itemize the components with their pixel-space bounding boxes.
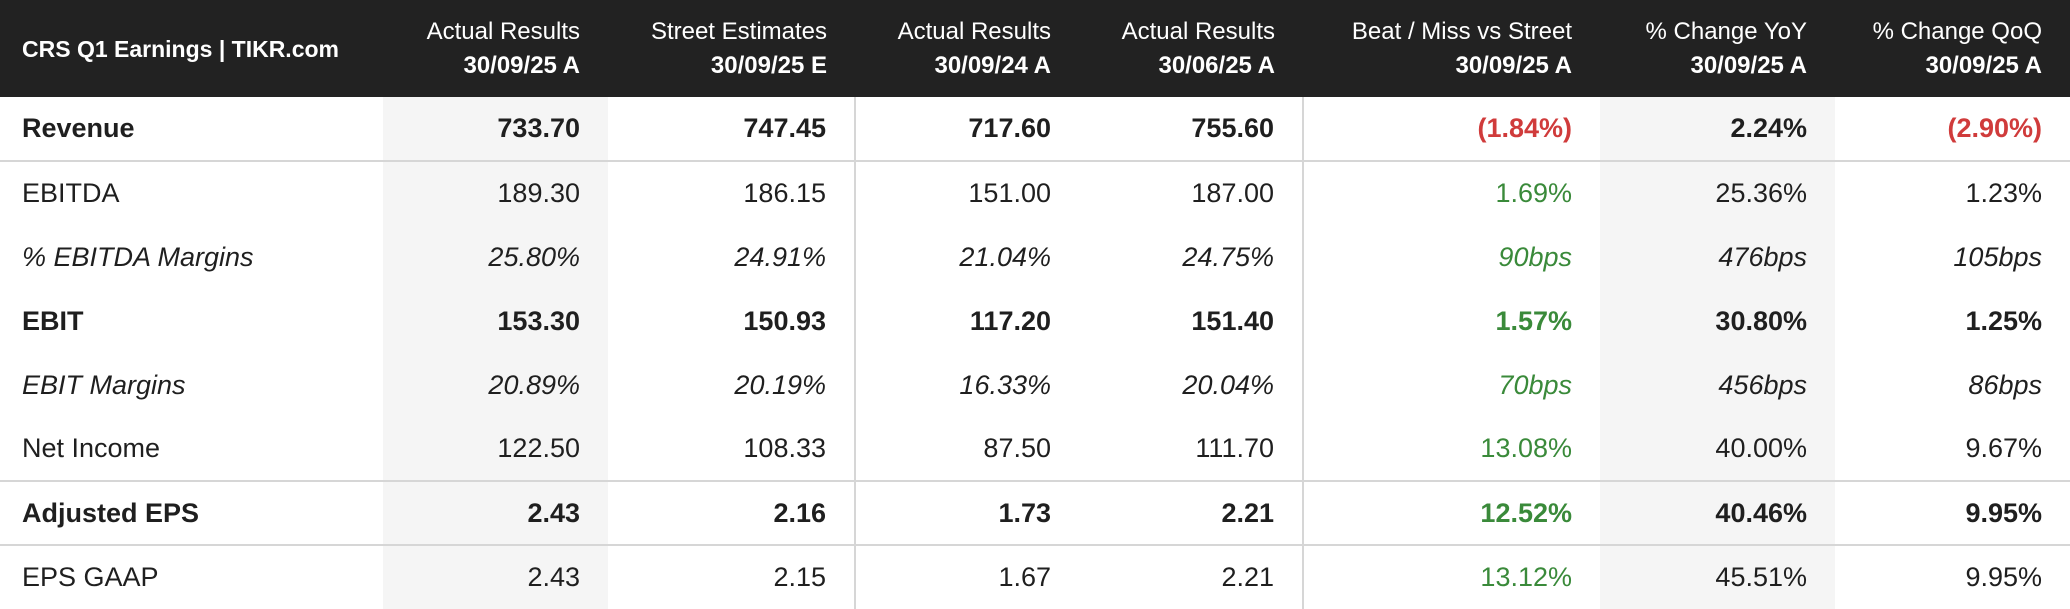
row-label: EBITDA <box>0 160 383 225</box>
cell-street-estimate: 20.19% <box>734 369 826 400</box>
row-label: Revenue <box>22 113 135 143</box>
cell-actual-current: 733.70 <box>383 97 608 161</box>
table-row-adjusted-eps: Adjusted EPS 2.43 2.16 1.73 2.21 12.52% … <box>0 480 2070 545</box>
row-label: % EBITDA Margins <box>22 241 254 272</box>
column-header-line1: Beat / Miss vs Street <box>1351 17 1572 45</box>
cell-beat-miss: 1.69% <box>1302 160 1600 225</box>
column-header-actual-prior-quarter: Actual Results 30/06/25 A <box>1079 0 1303 97</box>
column-header-line2: 30/09/24 A <box>934 51 1051 79</box>
column-header-actual-current: Actual Results 30/09/25 A <box>383 0 608 97</box>
cell-actual-prior-quarter: 2.21 <box>1079 544 1303 609</box>
row-label: EPS GAAP <box>0 544 383 609</box>
column-header-line1: Actual Results <box>1121 17 1275 45</box>
cell-beat-miss: 70bps <box>1302 353 1600 417</box>
column-header-line2: 30/06/25 A <box>1158 51 1275 79</box>
cell-change-qoq: 1.23% <box>1835 160 2070 225</box>
cell-actual-prior-year: 1.67 <box>854 544 1079 609</box>
table-row-eps-gaap: EPS GAAP 2.43 2.15 1.67 2.21 13.12% 45.5… <box>0 544 2070 609</box>
cell-beat-miss: 13.08% <box>1302 417 1600 481</box>
row-label: Net Income <box>22 433 161 463</box>
column-header-change-yoy: % Change YoY 30/09/25 A <box>1600 0 1835 97</box>
cell-actual-prior-quarter: 20.04% <box>1182 369 1274 400</box>
table-title: CRS Q1 Earnings | TIKR.com <box>22 35 339 62</box>
cell-actual-prior-year: 21.04% <box>854 225 1079 289</box>
cell-actual-prior-year: 1.73 <box>854 480 1079 545</box>
header-row: CRS Q1 Earnings | TIKR.com Actual Result… <box>0 0 2070 97</box>
cell-change-yoy: 456bps <box>1600 353 1835 417</box>
cell-actual-current: 20.89% <box>383 353 608 417</box>
cell-street-estimate: 2.15 <box>608 544 855 609</box>
cell-street-estimate: 108.33 <box>743 433 826 463</box>
table-row-ebitda: EBITDA 189.30 186.15 151.00 187.00 1.69%… <box>0 160 2070 225</box>
cell-change-qoq: 9.95% <box>1835 544 2070 609</box>
cell-change-yoy: 40.46% <box>1600 480 1835 545</box>
cell-street-estimate: 747.45 <box>743 113 826 143</box>
table-row-revenue: Revenue 733.70 747.45 717.60 755.60 (1.8… <box>0 97 2070 161</box>
cell-beat-miss: 13.12% <box>1302 544 1600 609</box>
cell-actual-prior-quarter: 24.75% <box>1182 241 1274 272</box>
column-header-line1: Actual Results <box>426 17 580 45</box>
cell-change-yoy: 45.51% <box>1600 544 1835 609</box>
column-header-line2: 30/09/25 A <box>1925 51 2042 79</box>
cell-actual-prior-quarter: 111.70 <box>1195 433 1274 463</box>
row-label: Adjusted EPS <box>0 480 383 545</box>
cell-beat-miss: (1.84%) <box>1302 97 1600 161</box>
cell-actual-prior-year: 717.60 <box>854 97 1079 161</box>
cell-actual-prior-year: 151.00 <box>854 160 1079 225</box>
cell-actual-prior-year: 117.20 <box>854 289 1079 353</box>
cell-actual-prior-quarter: 151.40 <box>1191 305 1274 336</box>
column-header-change-qoq: % Change QoQ 30/09/25 A <box>1835 0 2070 97</box>
cell-change-yoy: 476bps <box>1600 225 1835 289</box>
table-row-net-income: Net Income 122.50 108.33 87.50 111.70 13… <box>0 417 2070 481</box>
cell-change-yoy: 2.24% <box>1600 97 1835 161</box>
row-label: EBIT <box>22 305 84 336</box>
cell-actual-prior-year: 87.50 <box>854 417 1079 481</box>
cell-beat-miss: 90bps <box>1302 225 1600 289</box>
cell-beat-miss: 12.52% <box>1302 480 1600 545</box>
cell-actual-current: 189.30 <box>383 160 608 225</box>
cell-actual-current: 122.50 <box>383 417 608 481</box>
cell-actual-current: 25.80% <box>383 225 608 289</box>
cell-actual-current: 153.30 <box>383 289 608 353</box>
column-header-line2: 30/09/25 E <box>710 51 827 79</box>
cell-actual-prior-quarter: 2.21 <box>1079 480 1303 545</box>
column-header-line2: 30/09/25 A <box>463 51 580 79</box>
cell-change-qoq: 9.95% <box>1835 480 2070 545</box>
cell-change-qoq: 9.67% <box>1965 433 2042 463</box>
cell-actual-current: 2.43 <box>383 480 608 545</box>
cell-change-qoq: 86bps <box>1968 369 2042 400</box>
cell-change-yoy: 25.36% <box>1600 160 1835 225</box>
column-header-street-estimates: Street Estimates 30/09/25 E <box>608 0 855 97</box>
table-row-ebit-margins: EBIT Margins 20.89% 20.19% 16.33% 20.04%… <box>0 353 2070 417</box>
table-row-ebitda-margins: % EBITDA Margins 25.80% 24.91% 21.04% 24… <box>0 225 2070 289</box>
cell-actual-current: 2.43 <box>383 544 608 609</box>
cell-actual-prior-year: 16.33% <box>854 353 1079 417</box>
cell-street-estimate: 150.93 <box>743 305 826 336</box>
cell-change-yoy: 40.00% <box>1600 417 1835 481</box>
cell-beat-miss: 1.57% <box>1302 289 1600 353</box>
column-header-beat-miss: Beat / Miss vs Street 30/09/25 A <box>1303 0 1600 97</box>
cell-change-qoq: 105bps <box>1953 241 2042 272</box>
cell-actual-prior-quarter: 187.00 <box>1079 160 1303 225</box>
cell-street-estimate: 2.16 <box>608 480 855 545</box>
column-header-actual-prior-year: Actual Results 30/09/24 A <box>855 0 1079 97</box>
column-header-line1: % Change YoY <box>1645 17 1807 45</box>
cell-change-qoq: (2.90%) <box>1947 113 2042 143</box>
cell-actual-prior-quarter: 755.60 <box>1191 113 1274 143</box>
cell-street-estimate: 186.15 <box>608 160 855 225</box>
column-header-line1: Actual Results <box>897 17 1051 45</box>
column-header-line1: Street Estimates <box>650 17 827 45</box>
cell-change-yoy: 30.80% <box>1600 289 1835 353</box>
row-label: EBIT Margins <box>22 369 186 400</box>
table-row-ebit: EBIT 153.30 150.93 117.20 151.40 1.57% 3… <box>0 289 2070 353</box>
cell-change-qoq: 1.25% <box>1965 305 2042 336</box>
column-header-line2: 30/09/25 A <box>1690 51 1807 79</box>
column-header-line2: 30/09/25 A <box>1455 51 1572 79</box>
cell-street-estimate: 24.91% <box>734 241 826 272</box>
column-header-line1: % Change QoQ <box>1872 17 2042 45</box>
